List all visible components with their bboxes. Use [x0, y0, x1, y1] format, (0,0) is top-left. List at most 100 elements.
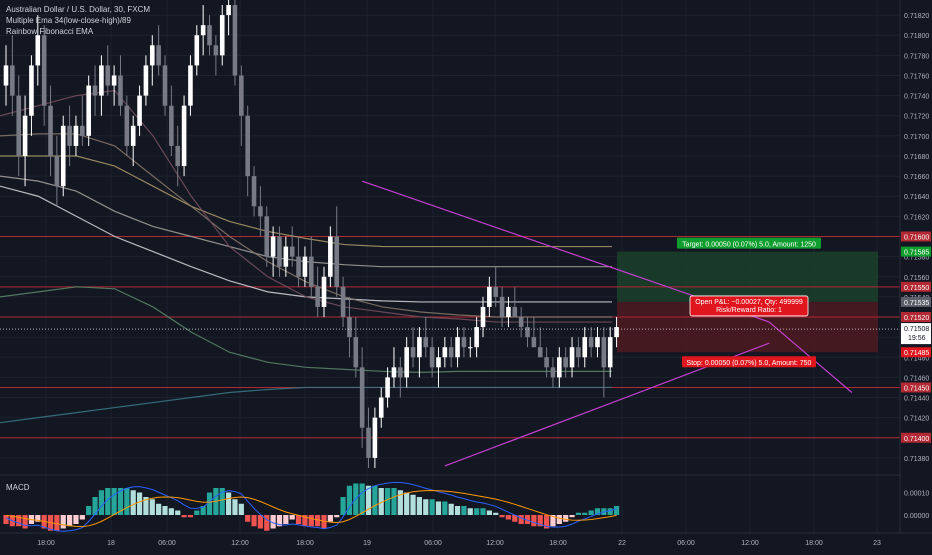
candle-body [550, 367, 556, 378]
macd-bar [111, 488, 117, 515]
macd-bar [136, 492, 143, 515]
candle-body [321, 276, 327, 307]
candle-body [137, 95, 142, 126]
price-tag: 0.71520 [904, 315, 929, 322]
candle-body [54, 155, 60, 187]
macd-label[interactable]: MACD [6, 483, 30, 492]
candle-body [213, 45, 219, 56]
candle-body [29, 65, 34, 116]
macd-line [5, 481, 617, 532]
macd-bar [283, 515, 289, 524]
candle-body [563, 357, 568, 368]
price-tag: 0.71585 [904, 250, 929, 257]
macd-bar [143, 497, 149, 515]
y-tick-label: 0.71620 [904, 214, 929, 221]
candle-body [283, 246, 289, 267]
macd-bar [257, 515, 263, 529]
macd-bar [60, 515, 66, 529]
candle-body [156, 45, 161, 66]
candle-body [512, 306, 518, 318]
macd-bar [327, 515, 333, 522]
candle-body [442, 347, 448, 358]
macd-bar [130, 490, 136, 515]
price-tag-bg [901, 432, 931, 443]
x-tick-label: 22 [618, 540, 626, 547]
candle-body [391, 367, 397, 378]
macd-bar [442, 501, 448, 515]
candle-body [474, 327, 479, 348]
macd-bar [524, 515, 531, 524]
pnl-box [689, 295, 809, 317]
candle-body [16, 95, 22, 156]
candle-body [544, 357, 549, 368]
x-tick-label: 19 [363, 540, 371, 547]
candle-body [149, 45, 155, 66]
macd-bar [474, 508, 480, 515]
candle-body [41, 35, 47, 106]
candle-body [588, 337, 594, 348]
rr-label: Risk/Reward Ratio: 1 [716, 307, 782, 314]
y-tick-label: 0.71680 [904, 154, 929, 161]
macd-bar [206, 492, 213, 515]
candle-body [417, 337, 422, 358]
stop-label-bg [682, 356, 816, 368]
candle-body [111, 75, 117, 86]
ema-line-5 [0, 286, 612, 373]
price-tag: 0.71450 [904, 385, 929, 392]
candle-body [359, 367, 365, 428]
macd-bar [238, 503, 244, 515]
macd-bar [194, 510, 200, 515]
macd-bar [486, 510, 492, 515]
candle-body [22, 115, 28, 156]
candle-body [308, 256, 314, 287]
candle-body [506, 306, 511, 318]
x-tick-label: 12:00 [231, 540, 249, 547]
macd-bar [73, 515, 79, 524]
macd-bar [67, 515, 73, 527]
macd-bar [302, 515, 308, 527]
target-zone [617, 251, 878, 302]
ema-line-6 [0, 386, 612, 424]
macd-bar [588, 510, 594, 515]
x-tick-label: 12:00 [741, 540, 759, 547]
price-tag-bg [901, 296, 931, 307]
candle-body [3, 65, 9, 86]
candle-body [181, 105, 187, 167]
y-tick-label: 0.71800 [904, 33, 929, 40]
macd-bar [79, 515, 85, 520]
macd-bar [435, 501, 442, 515]
candle-body [143, 65, 149, 96]
ema-line-2 [0, 155, 612, 248]
candle-body [118, 75, 123, 106]
price-axis-bg [900, 0, 932, 550]
y-tick-label: 0.71420 [904, 416, 929, 423]
price-tag-bg [901, 231, 931, 242]
target-label: Target: 0.00050 (0.07%) 5.0, Amount: 125… [682, 242, 816, 249]
macd-bar [162, 506, 168, 515]
x-tick-label: 18 [107, 540, 115, 547]
candle-body [607, 337, 613, 368]
macd-bar [264, 515, 270, 531]
countdown-tag: 19:56 [908, 335, 926, 342]
candle-body [493, 286, 499, 297]
price-tag: 0.71485 [904, 350, 929, 357]
x-tick-label: 18:00 [296, 540, 314, 547]
macd-bar [537, 515, 543, 527]
candle-body [302, 256, 308, 277]
macd-bar [378, 488, 384, 515]
candle-body [366, 427, 371, 458]
macd-bar [448, 503, 454, 515]
candle-body [277, 236, 282, 267]
macd-bar [219, 488, 225, 515]
candle-body [531, 337, 537, 348]
candle-body [48, 105, 53, 156]
macd-bar [321, 515, 327, 529]
y-tick-label: 0.71640 [904, 194, 929, 201]
candle-body [334, 236, 340, 287]
candle-body [130, 125, 136, 146]
macd-bar [518, 515, 524, 524]
x-tick-label: 06:00 [424, 540, 442, 547]
candle-body [239, 75, 244, 116]
